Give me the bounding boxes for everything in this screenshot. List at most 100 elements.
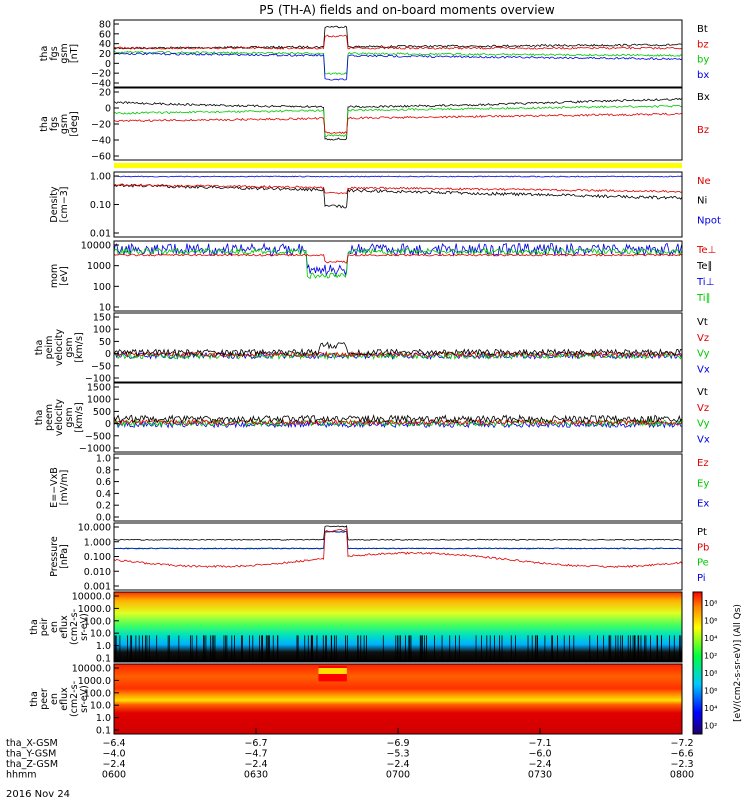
x-tick-label: −2.3 <box>670 759 693 770</box>
series-line <box>113 52 683 81</box>
x-row-label: hhmm <box>6 770 37 781</box>
y-tick-label: 0.010 <box>84 567 111 578</box>
y-axis-label: [mV/m] <box>59 470 70 506</box>
y-tick-label: 0.0 <box>96 513 111 524</box>
legend-entry: Vt <box>697 317 708 328</box>
y-tick-label: −50 <box>91 361 111 372</box>
x-tick-label: 0630 <box>244 770 268 781</box>
y-axis-label: tha <box>29 619 40 635</box>
colorbar-tick-label: 10⁸ <box>704 599 717 608</box>
colorbar-tick-label: 10⁴ <box>704 704 717 713</box>
x-tick-label: −6.4 <box>102 738 125 749</box>
x-tick-label: 0800 <box>670 770 694 781</box>
y-tick-label: 100.0 <box>84 616 111 627</box>
x-tick-label: −7.1 <box>528 738 551 749</box>
y-axis-label: sr-eV) <box>79 613 90 641</box>
y-tick-label: 0.4 <box>96 489 111 500</box>
y-tick-label: 0.1 <box>96 654 111 665</box>
y-tick-label: 60 <box>99 29 111 40</box>
series-line <box>113 104 683 138</box>
y-axis-label: Density <box>49 186 60 222</box>
y-tick-label: 80 <box>99 20 111 31</box>
x-row-label: tha_Y-GSM <box>6 749 56 760</box>
y-axis-label: (cm2-s- <box>69 609 80 645</box>
y-axis-label: tha <box>34 340 45 356</box>
colorbar-tick-label: 10⁶ <box>704 617 717 626</box>
y-tick-label: 10.0 <box>90 629 111 640</box>
y-axis-label: [nPa] <box>59 544 70 569</box>
x-tick-label: −5.3 <box>386 749 409 760</box>
y-tick-label: −1000 <box>79 444 111 455</box>
y-tick-label: 1.00 <box>90 172 111 183</box>
y-tick-label: −40 <box>91 79 111 90</box>
y-axis-label: peim <box>44 336 55 360</box>
legend-entry: Ti⊥ <box>696 277 714 288</box>
legend-entry: Ne <box>697 176 711 187</box>
legend-entry: Ni <box>697 196 707 207</box>
series-line <box>113 418 683 426</box>
y-tick-label: 0.1 <box>96 726 111 737</box>
panel-frame <box>113 382 683 453</box>
y-tick-label: 0 <box>105 419 111 430</box>
y-axis-label: en <box>49 693 60 705</box>
spectrogram-image <box>114 664 682 734</box>
x-tick-label: −6.0 <box>528 749 551 760</box>
y-tick-label: −40 <box>91 136 111 147</box>
y-tick-label: 100 <box>93 325 111 336</box>
y-tick-label: 20 <box>99 88 111 99</box>
y-tick-label: 50 <box>99 337 111 348</box>
panel-frame <box>113 522 683 591</box>
y-tick-label: 10000.0 <box>72 664 111 675</box>
y-axis-label: [nT] <box>69 44 80 63</box>
series-line <box>113 34 683 50</box>
y-tick-label: 0.01 <box>90 229 111 240</box>
figure-title: P5 (TH-A) fields and on-board moments ov… <box>259 3 555 17</box>
y-axis-label: peir <box>39 618 50 637</box>
y-axis-label: (cm2-s- <box>69 681 80 717</box>
y-axis-label: tha <box>39 116 50 132</box>
series-line <box>113 525 683 541</box>
legend-entry: Vx <box>697 434 710 445</box>
legend-entry: Pb <box>697 542 709 553</box>
legend-entry: Bt <box>697 24 708 35</box>
y-axis-label: [cm−3] <box>59 187 70 223</box>
y-tick-label: −60 <box>91 152 111 163</box>
series-line <box>113 112 683 135</box>
y-tick-label: 0.001 <box>84 582 111 593</box>
series-line <box>113 50 683 75</box>
colorbar-tick-label: 10⁴ <box>704 634 717 643</box>
panel-frame <box>113 19 683 88</box>
colorbar-label: [eV/(cm2-s-sr-eV)] (All Qs) <box>733 604 743 722</box>
x-tick-label: −6.9 <box>386 738 409 749</box>
y-axis-label: [eV] <box>59 266 70 286</box>
colorbar-scale <box>692 591 703 735</box>
legend-entry: Pi <box>697 573 706 584</box>
legend-entry: Pe <box>697 558 709 569</box>
y-axis-label: Pressure <box>49 536 60 577</box>
legend-entry: Ey <box>697 478 709 489</box>
y-tick-label: 0.8 <box>96 465 111 476</box>
y-tick-label: 40 <box>99 39 111 50</box>
legend-entry: bz <box>697 39 709 50</box>
series-line <box>113 97 683 141</box>
y-axis-label: eflux <box>59 687 70 711</box>
y-tick-label: 1000.0 <box>78 676 111 687</box>
y-tick-label: 1000 <box>87 261 111 272</box>
y-tick-label: 10 <box>99 303 111 314</box>
x-tick-label: −6.7 <box>244 738 267 749</box>
x-tick-label: −2.4 <box>102 759 125 770</box>
y-axis-label: sr-eV) <box>79 685 90 713</box>
series-line <box>113 183 683 195</box>
y-tick-label: 10.0 <box>90 701 111 712</box>
series-line <box>113 414 683 424</box>
colorbar-tick-label: 10² <box>704 722 717 731</box>
panel-frame <box>113 171 683 238</box>
date-label: 2016 Nov 24 <box>6 789 70 800</box>
y-axis-label: en <box>49 621 60 633</box>
x-row-label: tha_X-GSM <box>6 738 58 749</box>
panel-2: 20 0 −20 −40 −60 tha fgs gsm [deg] Bx Bz <box>39 87 710 163</box>
